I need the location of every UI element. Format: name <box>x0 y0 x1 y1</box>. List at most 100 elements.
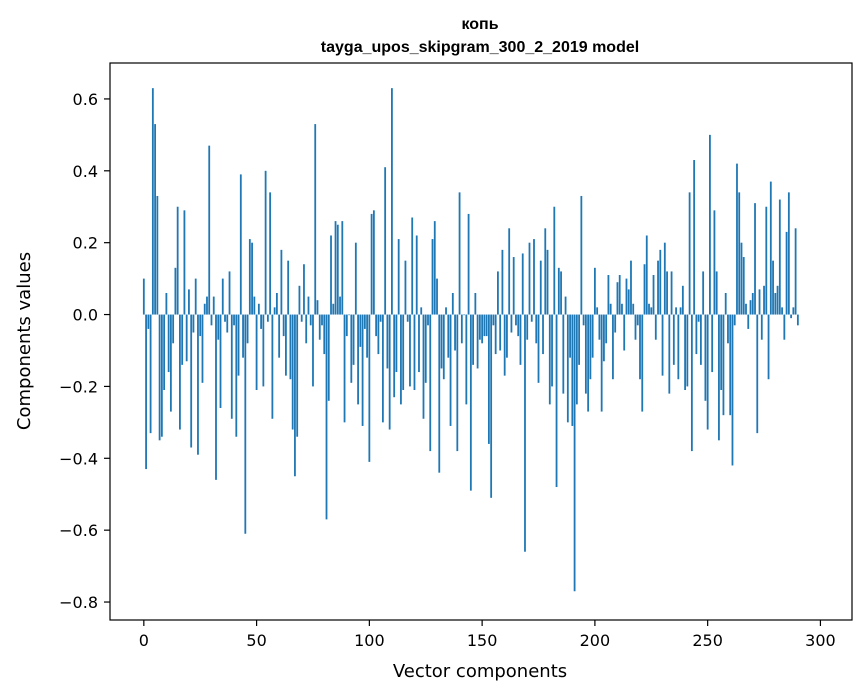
bar-component-15 <box>176 206 179 315</box>
bar-component-144 <box>467 213 470 315</box>
bar-component-168 <box>521 253 524 315</box>
bar-component-123 <box>420 307 423 315</box>
bar-component-74 <box>309 314 312 326</box>
bar-component-183 <box>555 314 558 488</box>
bar-component-281 <box>776 285 779 315</box>
bar-component-68 <box>296 314 299 437</box>
bar-component-219 <box>636 314 639 326</box>
plot-frame <box>109 62 853 621</box>
bar-component-63 <box>285 314 287 376</box>
bar-component-275 <box>763 285 765 315</box>
bar-component-230 <box>661 314 664 376</box>
bar-component-218 <box>634 314 637 340</box>
bar-component-103 <box>375 314 378 337</box>
bar-component-128 <box>431 239 434 315</box>
bar-component-267 <box>745 303 747 315</box>
bar-component-51 <box>257 303 260 315</box>
bar-component-272 <box>756 314 759 434</box>
bar-component-257 <box>722 314 725 416</box>
bar-component-265 <box>740 242 743 315</box>
bar-component-135 <box>447 314 450 358</box>
bar-component-120 <box>413 314 416 391</box>
bar-component-195 <box>582 314 585 326</box>
bar-component-34 <box>219 314 222 408</box>
y-tick-label-0: −0.8 <box>59 593 98 612</box>
bar-component-131 <box>438 314 441 473</box>
bar-component-13 <box>172 314 175 344</box>
bar-component-42 <box>237 314 240 376</box>
bar-component-90 <box>345 314 348 337</box>
bar-component-259 <box>727 314 729 344</box>
bar-component-280 <box>774 292 777 315</box>
bar-component-172 <box>530 314 533 322</box>
bar-component-137 <box>451 292 454 315</box>
bar-component-69 <box>298 285 301 315</box>
bar-component-190 <box>571 314 574 426</box>
bar-component-12 <box>169 314 172 412</box>
bar-component-116 <box>404 260 407 315</box>
bar-component-174 <box>535 314 538 344</box>
bar-component-20 <box>188 289 190 315</box>
bar-component-161 <box>506 314 508 358</box>
bar-component-169 <box>524 314 526 552</box>
bar-component-246 <box>697 314 700 322</box>
bar-component-287 <box>790 314 792 319</box>
bar-component-286 <box>787 192 790 315</box>
bar-component-254 <box>715 271 718 315</box>
bar-component-105 <box>379 314 382 322</box>
bar-component-80 <box>323 314 326 355</box>
bar-component-98 <box>363 314 366 329</box>
bar-component-284 <box>783 314 786 340</box>
bar-component-121 <box>415 235 418 315</box>
bar-component-14 <box>174 267 177 315</box>
bar-component-201 <box>596 307 599 315</box>
bar-component-126 <box>427 314 429 326</box>
x-axis: 0 50 100 150 200 250 300 <box>139 620 836 650</box>
bar-component-179 <box>546 249 549 315</box>
bar-component-243 <box>690 314 693 452</box>
bar-component-200 <box>593 267 596 315</box>
bar-component-276 <box>765 206 768 315</box>
bar-component-221 <box>641 314 644 412</box>
bar-component-260 <box>729 314 732 416</box>
bars-group <box>142 88 799 592</box>
bar-component-88 <box>341 221 344 315</box>
bar-component-64 <box>287 260 290 315</box>
bar-component-89 <box>343 314 346 423</box>
bar-component-115 <box>402 314 405 391</box>
bar-component-233 <box>668 314 671 394</box>
bar-component-136 <box>449 314 452 426</box>
bar-component-151 <box>483 314 486 337</box>
bar-component-196 <box>584 314 587 394</box>
bar-component-209 <box>614 314 617 333</box>
bar-component-207 <box>609 303 612 315</box>
bar-component-175 <box>537 314 540 383</box>
bar-component-188 <box>566 314 569 423</box>
bar-component-155 <box>492 314 495 326</box>
chart-subtitle: tayga_upos_skipgram_300_2_2019 model <box>321 39 639 56</box>
bar-component-216 <box>630 260 632 315</box>
bar-component-130 <box>436 278 438 315</box>
x-tick-label-0: 0 <box>139 631 149 650</box>
bar-component-66 <box>291 314 294 430</box>
bar-component-41 <box>235 314 238 437</box>
bar-component-225 <box>650 307 653 315</box>
bar-component-283 <box>781 307 783 315</box>
bar-component-248 <box>702 271 705 315</box>
bar-component-132 <box>440 314 443 369</box>
bar-component-208 <box>612 314 614 380</box>
bar-component-239 <box>681 285 684 315</box>
bar-component-164 <box>512 257 515 315</box>
bar-component-65 <box>289 314 292 380</box>
bar-component-8 <box>160 314 163 437</box>
bar-component-30 <box>210 314 213 326</box>
bar-component-82 <box>327 314 330 401</box>
bar-component-67 <box>294 314 296 477</box>
bar-component-186 <box>562 314 565 394</box>
bar-component-249 <box>704 314 707 401</box>
bar-component-141 <box>460 314 463 344</box>
bar-component-171 <box>528 242 531 315</box>
bar-component-16 <box>179 314 181 430</box>
bar-component-143 <box>465 314 468 405</box>
bar-component-142 <box>463 314 465 316</box>
